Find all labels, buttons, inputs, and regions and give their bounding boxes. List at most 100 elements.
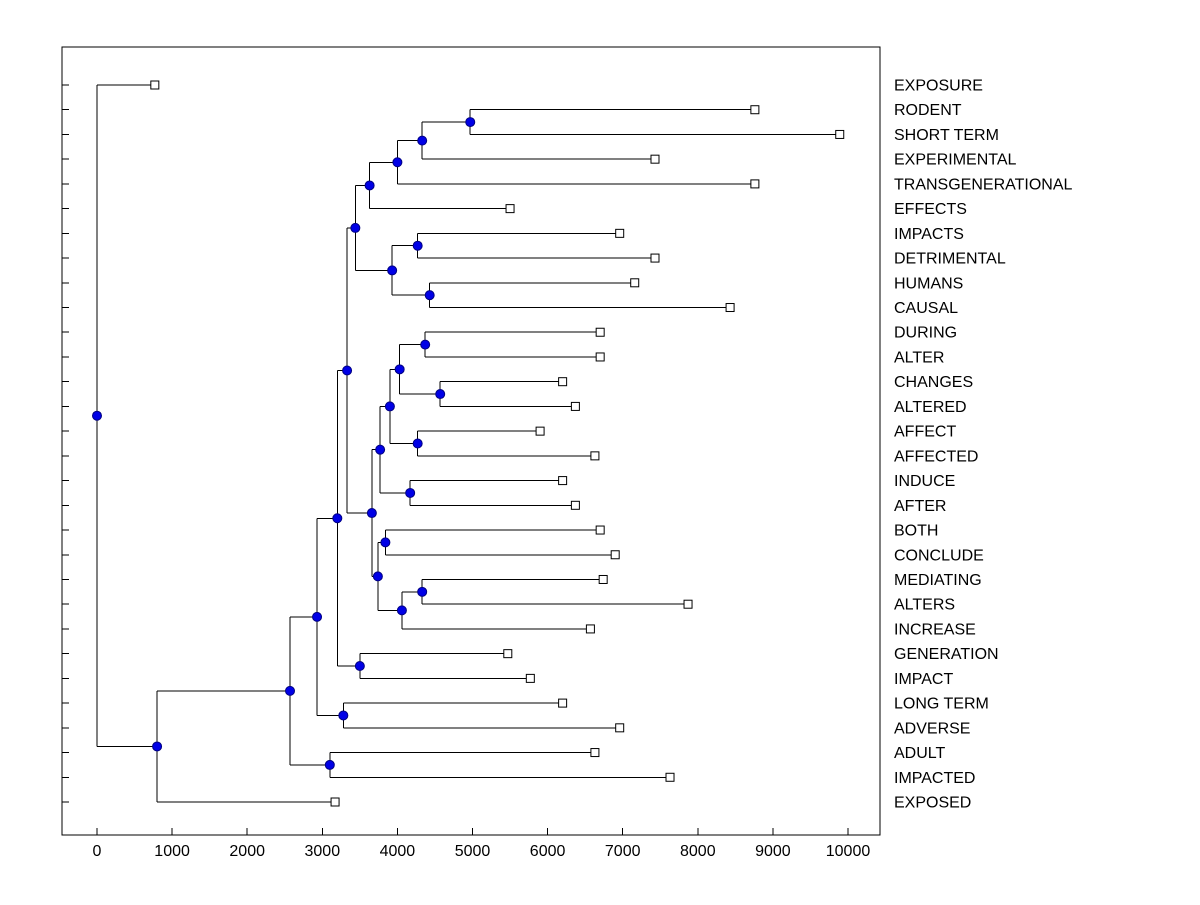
leaf-label: EXPOSED (894, 795, 971, 812)
cluster-node-marker (465, 117, 476, 128)
x-tick-label: 6000 (530, 843, 566, 860)
leaf-marker (558, 377, 568, 387)
leaf-label: IMPACTED (894, 770, 975, 787)
cluster-node-marker (396, 605, 407, 616)
leaf-marker (505, 204, 515, 214)
leaf-label: EXPERIMENTAL (894, 152, 1017, 169)
cluster-node-marker (375, 444, 386, 455)
leaf-label: IMPACT (894, 671, 953, 688)
leaf-marker (595, 525, 605, 535)
x-tick-label: 9000 (755, 843, 791, 860)
leaf-marker (590, 748, 600, 758)
leaf-marker (750, 105, 760, 115)
x-tick-label: 8000 (680, 843, 716, 860)
labels: 0 1000 2000 3000 4000 5000 6000 7000 8000 9000 100… (93, 78, 1073, 861)
leaf-label: ADULT (894, 745, 945, 762)
leaf-label: HUMANS (894, 275, 963, 292)
x-tick-label: 10000 (826, 843, 871, 860)
leaf-marker (525, 673, 535, 683)
leaf-label: ALTERED (894, 399, 967, 416)
leaf-marker (650, 154, 660, 164)
leaf-marker (590, 451, 600, 461)
leaf-label: GENERATION (894, 646, 999, 663)
leaf-label: ADVERSE (894, 720, 970, 737)
cluster-node-marker (338, 710, 349, 721)
x-tick-label: 7000 (605, 843, 641, 860)
cluster-node-marker (366, 508, 377, 519)
leaf-label: DURING (894, 325, 957, 342)
leaf-label: CAUSAL (894, 300, 958, 317)
leaf-marker (665, 772, 675, 782)
leaf-marker (610, 550, 620, 560)
axes-frame (61, 46, 881, 836)
leaf-marker (615, 228, 625, 238)
cluster-node-marker (364, 180, 375, 191)
leaf-marker (585, 624, 595, 634)
cluster-node-marker (384, 401, 395, 412)
leaf-marker (503, 649, 513, 659)
cluster-node-marker (312, 611, 323, 622)
x-tick-label: 0 (93, 843, 102, 860)
leaf-label: BOTH (894, 523, 938, 540)
leaf-label: ALTER (894, 349, 944, 366)
cluster-node-marker (420, 339, 431, 350)
leaf-label: INCREASE (894, 621, 976, 638)
leaf-label: EFFECTS (894, 201, 967, 218)
plot-border (61, 46, 881, 836)
node-markers (92, 80, 845, 807)
x-tick-label: 3000 (305, 843, 341, 860)
leaf-label: AFTER (894, 498, 946, 515)
leaf-label: CHANGES (894, 374, 973, 391)
cluster-node-marker (412, 240, 423, 251)
cluster-node-marker (332, 513, 343, 524)
leaf-marker (150, 80, 160, 90)
leaf-marker (615, 723, 625, 733)
cluster-node-marker (394, 364, 405, 375)
leaf-marker (330, 797, 340, 807)
leaf-label: CONCLUDE (894, 547, 984, 564)
cluster-node-marker (412, 438, 423, 449)
x-tick-label: 1000 (154, 843, 190, 860)
leaf-label: DETRIMENTAL (894, 251, 1006, 268)
cluster-node-marker (92, 410, 102, 421)
leaf-label: TRANSGENERATIONAL (894, 176, 1073, 193)
leaf-label: MEDIATING (894, 572, 982, 589)
leaf-marker (595, 327, 605, 337)
cluster-node-marker (405, 487, 416, 498)
cluster-node-marker (354, 661, 365, 672)
x-tick-label: 5000 (455, 843, 491, 860)
leaf-label: RODENT (894, 102, 962, 119)
leaf-label: LONG TERM (894, 696, 989, 713)
leaf-label: INDUCE (894, 473, 955, 490)
leaf-marker (570, 401, 580, 411)
leaf-marker (725, 303, 735, 313)
cluster-node-marker (424, 290, 435, 301)
leaf-marker (630, 278, 640, 288)
leaf-marker (683, 599, 693, 609)
cluster-node-marker (152, 741, 163, 752)
x-tick-label: 2000 (229, 843, 265, 860)
leaf-marker (570, 500, 580, 510)
branch-lines (96, 84, 840, 803)
cluster-node-marker (417, 135, 428, 146)
leaf-marker (558, 698, 568, 708)
cluster-node-marker (350, 222, 361, 233)
leaf-label: AFFECT (894, 424, 956, 441)
leaf-label: IMPACTS (894, 226, 964, 243)
leaf-marker (598, 574, 608, 584)
leaf-marker (650, 253, 660, 263)
cluster-node-marker (372, 571, 383, 582)
cluster-node-marker (392, 157, 403, 168)
leaf-marker (558, 476, 568, 486)
cluster-node-marker (285, 685, 296, 696)
cluster-node-marker (417, 586, 428, 597)
leaf-marker (535, 426, 545, 436)
leaf-marker (835, 129, 845, 139)
leaf-marker (595, 352, 605, 362)
x-tick-label: 4000 (380, 843, 416, 860)
cluster-node-marker (387, 265, 398, 276)
leaf-label: AFFECTED (894, 448, 978, 465)
cluster-node-marker (435, 389, 446, 400)
